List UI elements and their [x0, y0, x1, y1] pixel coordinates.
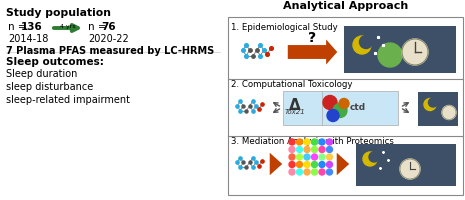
Text: 3. Mediation Analysis with Proteomics: 3. Mediation Analysis with Proteomics	[231, 137, 394, 146]
Text: 2014-18: 2014-18	[8, 34, 48, 44]
Text: Analytical Approach: Analytical Approach	[283, 1, 408, 11]
Text: ?: ?	[308, 31, 317, 45]
Text: 2. Computational Toxicology: 2. Computational Toxicology	[231, 80, 352, 89]
Circle shape	[297, 162, 303, 168]
Circle shape	[297, 154, 303, 160]
Circle shape	[312, 139, 318, 145]
Circle shape	[333, 104, 347, 117]
Circle shape	[312, 169, 318, 175]
Circle shape	[312, 162, 318, 168]
Circle shape	[289, 146, 295, 152]
Circle shape	[304, 169, 310, 175]
Text: 1. Epidemiological Study: 1. Epidemiological Study	[231, 23, 338, 32]
Circle shape	[297, 146, 303, 152]
Circle shape	[442, 106, 456, 119]
Text: Sleep outcomes:: Sleep outcomes:	[6, 57, 104, 67]
Circle shape	[319, 139, 325, 145]
FancyBboxPatch shape	[283, 90, 398, 124]
FancyBboxPatch shape	[344, 26, 456, 73]
Text: Study population: Study population	[6, 8, 111, 18]
Circle shape	[304, 154, 310, 160]
Circle shape	[304, 139, 310, 145]
Circle shape	[319, 154, 325, 160]
Circle shape	[312, 146, 318, 152]
Text: n =: n =	[8, 22, 30, 32]
Circle shape	[289, 139, 295, 145]
Circle shape	[402, 39, 428, 65]
Circle shape	[424, 98, 436, 110]
Circle shape	[312, 154, 318, 160]
Text: n =: n =	[88, 22, 110, 32]
FancyBboxPatch shape	[356, 144, 456, 186]
Circle shape	[327, 110, 339, 121]
Text: sleep-related impairment: sleep-related impairment	[6, 95, 130, 105]
FancyBboxPatch shape	[228, 17, 463, 195]
Circle shape	[304, 162, 310, 168]
Text: 7 Plasma PFAS measured by LC-HRMS: 7 Plasma PFAS measured by LC-HRMS	[6, 46, 214, 56]
Text: sleep disturbance: sleep disturbance	[6, 82, 93, 92]
Circle shape	[326, 154, 332, 160]
Circle shape	[304, 146, 310, 152]
Circle shape	[319, 162, 325, 168]
Circle shape	[429, 98, 438, 107]
FancyBboxPatch shape	[418, 92, 458, 126]
Circle shape	[369, 152, 379, 162]
Circle shape	[289, 169, 295, 175]
Text: 136: 136	[21, 22, 43, 32]
Circle shape	[400, 159, 420, 179]
Circle shape	[323, 96, 337, 110]
Circle shape	[289, 154, 295, 160]
Text: Tox21: Tox21	[285, 110, 306, 116]
Circle shape	[319, 169, 325, 175]
Circle shape	[326, 169, 332, 175]
Text: Δ: Δ	[289, 98, 301, 114]
Text: 4 yrs: 4 yrs	[60, 24, 76, 29]
Circle shape	[326, 162, 332, 168]
Circle shape	[353, 36, 371, 54]
Circle shape	[326, 146, 332, 152]
Text: ctd: ctd	[350, 103, 366, 112]
Circle shape	[319, 146, 325, 152]
Text: 76: 76	[101, 22, 116, 32]
Circle shape	[289, 162, 295, 168]
Text: 2020-22: 2020-22	[88, 34, 129, 44]
Circle shape	[359, 36, 372, 48]
Circle shape	[363, 152, 377, 166]
Text: Sleep duration: Sleep duration	[6, 69, 77, 79]
Circle shape	[378, 43, 402, 67]
Circle shape	[297, 169, 303, 175]
Circle shape	[297, 139, 303, 145]
Circle shape	[339, 98, 349, 108]
Circle shape	[326, 139, 332, 145]
